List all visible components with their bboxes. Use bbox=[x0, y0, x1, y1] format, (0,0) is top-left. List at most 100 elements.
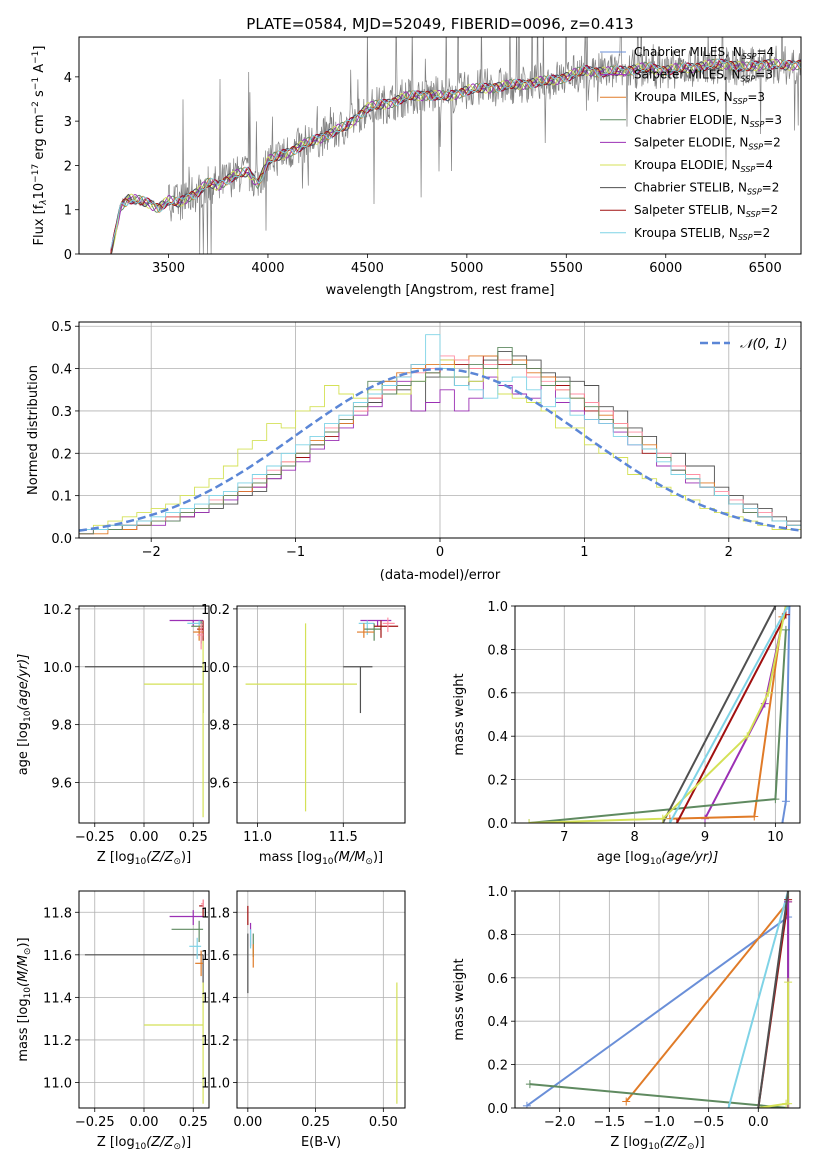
model-spectrum bbox=[110, 58, 801, 249]
y-axis-label-part: −2 bbox=[31, 101, 41, 114]
y-tick-label: 10.2 bbox=[43, 603, 72, 618]
x-axis-label: (data-model)/error bbox=[380, 568, 501, 583]
x-axis-label-part: )] bbox=[181, 850, 191, 865]
y-tick-label: 0.3 bbox=[51, 405, 72, 420]
x-tick-label: 6500 bbox=[749, 261, 782, 276]
y-tick-label: 1 bbox=[64, 204, 72, 219]
x-tick-label: 0.00 bbox=[233, 1115, 262, 1130]
chart-mass_vs_ebv: 0.00 0.25 0.50 11.0 11.2 11.4 11.6 11.8 E(B-V) bbox=[201, 890, 406, 1150]
y-axis-label-part: Flux [f bbox=[32, 204, 47, 245]
y-tick-label: 10.0 bbox=[43, 661, 72, 676]
observed-spectrum bbox=[110, 37, 801, 254]
x-tick-label: 11.0 bbox=[243, 830, 272, 845]
legend-label-sub: SSP bbox=[750, 120, 765, 129]
x-axis-label: mass [log10(M/M⊙)] bbox=[259, 850, 383, 867]
y-axis-label: Normed distribution bbox=[26, 365, 41, 495]
legend-label-main: Chabrier STELIB, N bbox=[634, 181, 747, 195]
y-axis-label-part: age [log bbox=[16, 722, 31, 775]
y-axis-label-part: ] bbox=[32, 46, 47, 51]
plot-area bbox=[79, 334, 801, 538]
x-tick-label: −1 bbox=[286, 545, 305, 560]
y-axis-label-part: mass [log bbox=[16, 998, 31, 1061]
x-tick-label: 0.25 bbox=[301, 1115, 330, 1130]
legend-label-main: Chabrier MILES, N bbox=[634, 45, 742, 59]
y-tick-label: 9.8 bbox=[209, 719, 230, 734]
legend-label: Salpeter STELIB, NSSP=2 bbox=[634, 203, 778, 219]
y-tick-label: 0.0 bbox=[51, 532, 72, 547]
y-tick-label: 0.2 bbox=[51, 447, 72, 462]
legend-label: 𝒩(0, 1) bbox=[740, 337, 787, 352]
y-axis-label-part: (age/yr)] bbox=[16, 654, 31, 711]
legend-label: Kroupa MILES, NSSP=3 bbox=[634, 90, 765, 106]
legend-label-sub: SSP bbox=[741, 165, 756, 174]
legend-label-sub: SSP bbox=[733, 97, 748, 106]
x-axis-label: Z [log10(Z/Z⊙)] bbox=[97, 850, 191, 867]
y-axis-label: age [log10(age/yr)] bbox=[16, 654, 33, 776]
x-tick-label: 6000 bbox=[649, 261, 682, 276]
y-tick-label: 10.0 bbox=[201, 661, 230, 676]
plot-area bbox=[525, 606, 794, 823]
y-tick-label: 11.0 bbox=[201, 1076, 230, 1091]
x-axis-label: Z [log10(Z/Z⊙)] bbox=[610, 1135, 704, 1152]
y-tick-label: 11.2 bbox=[43, 1034, 72, 1049]
legend-label-sub: SSP bbox=[741, 75, 756, 84]
y-tick-label: 1.0 bbox=[487, 600, 508, 615]
x-tick-label: −0.25 bbox=[75, 830, 115, 845]
legend-label-sub: SSP bbox=[742, 52, 757, 61]
x-tick-label: −0.5 bbox=[693, 1115, 725, 1130]
y-tick-label: 3 bbox=[64, 115, 72, 130]
x-tick-label: 4500 bbox=[351, 261, 384, 276]
x-axis-label-part: )] bbox=[695, 1135, 705, 1150]
y-axis-label-part: −17 bbox=[31, 164, 41, 183]
y-tick-label: 0.6 bbox=[487, 972, 508, 987]
y-axis-label-part: λ bbox=[39, 199, 49, 205]
weight-line bbox=[668, 606, 789, 823]
plot-area bbox=[247, 905, 398, 1104]
x-axis-label-part: (M/M bbox=[334, 850, 366, 865]
gaussian-curve bbox=[79, 367, 801, 532]
x-axis-label-part: (Z/Z bbox=[660, 1135, 688, 1150]
y-tick-label: 9.8 bbox=[51, 719, 72, 734]
y-axis-label-part: (M/M bbox=[16, 955, 31, 987]
x-axis-label-part: ⊙ bbox=[173, 1142, 181, 1152]
x-axis-label-part: ⊙ bbox=[365, 857, 373, 867]
x-tick-label: 5500 bbox=[550, 261, 583, 276]
x-tick-label: 0 bbox=[436, 545, 444, 560]
x-tick-label: −0.25 bbox=[75, 1115, 115, 1130]
legend-label-tail: =3 bbox=[747, 90, 765, 104]
figure-title: PLATE=0584, MJD=52049, FIBERID=0096, z=0… bbox=[246, 15, 633, 33]
x-tick-label: −2 bbox=[142, 545, 161, 560]
y-axis-label-part: ⊙ bbox=[23, 948, 33, 956]
y-axis-label-part: erg cm bbox=[32, 114, 47, 163]
x-axis-label-part: Z [log bbox=[610, 1135, 648, 1150]
legend-label: Kroupa STELIB, NSSP=2 bbox=[634, 226, 770, 242]
legend-label: Chabrier STELIB, NSSP=2 bbox=[634, 181, 779, 197]
axes-frame bbox=[514, 605, 801, 824]
legend-label: Chabrier MILES, NSSP=4 bbox=[634, 45, 774, 61]
y-axis-label-part: 10 bbox=[23, 987, 33, 999]
x-tick-label: −2.0 bbox=[544, 1115, 576, 1130]
y-tick-label: 11.6 bbox=[43, 949, 72, 964]
y-axis-label-part: 10 bbox=[32, 183, 47, 200]
y-axis-label-part: )] bbox=[16, 937, 31, 947]
y-tick-label: 11.8 bbox=[201, 906, 230, 921]
x-axis-label-part: (age/yr)] bbox=[661, 850, 718, 865]
x-tick-label: 3500 bbox=[152, 261, 185, 276]
x-axis-label-part: ⊙ bbox=[687, 1142, 695, 1152]
y-axis-label-part: 10 bbox=[23, 710, 33, 722]
x-tick-label: 0.00 bbox=[130, 1115, 159, 1130]
y-tick-label: 11.4 bbox=[43, 991, 72, 1006]
y-tick-label: 0.1 bbox=[51, 490, 72, 505]
chart-age_vs_mass: 11.0 11.5 9.6 9.8 10.0 10.2 mass [log10(M/M⊙)] bbox=[201, 603, 406, 867]
chart-age_vs_Z: −0.25 0.00 0.259.69.810.010.2Z [log10(Z/Z⊙… bbox=[16, 603, 210, 867]
legend-label: Chabrier ELODIE, NSSP=3 bbox=[634, 113, 782, 129]
legend-label-tail: =3 bbox=[764, 113, 782, 127]
y-tick-label: 1.0 bbox=[487, 885, 508, 900]
plot-area bbox=[84, 619, 204, 818]
legend-label-main: Chabrier ELODIE, N bbox=[634, 113, 750, 127]
